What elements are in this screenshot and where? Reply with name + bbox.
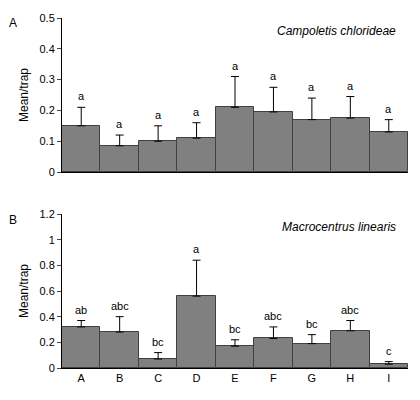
- svg-text:G: G: [308, 372, 317, 384]
- svg-text:C: C: [154, 372, 162, 384]
- svg-text:0.2: 0.2: [40, 104, 55, 116]
- svg-text:B: B: [116, 372, 123, 384]
- svg-text:1.2: 1.2: [40, 208, 55, 220]
- svg-text:a: a: [385, 103, 392, 115]
- svg-text:a: a: [193, 106, 200, 118]
- svg-text:0.1: 0.1: [40, 135, 55, 147]
- svg-text:F: F: [270, 372, 277, 384]
- svg-text:I: I: [387, 372, 390, 384]
- svg-text:bc: bc: [306, 318, 318, 330]
- svg-text:0.6: 0.6: [40, 285, 55, 297]
- svg-text:a: a: [116, 118, 123, 130]
- svg-text:a: a: [270, 70, 277, 82]
- svg-text:a: a: [78, 90, 85, 102]
- svg-text:abc: abc: [264, 310, 282, 322]
- svg-text:Mean/trap: Mean/trap: [17, 68, 31, 122]
- svg-text:H: H: [346, 372, 354, 384]
- svg-text:a: a: [193, 243, 200, 255]
- svg-text:D: D: [193, 372, 201, 384]
- svg-text:0: 0: [49, 166, 55, 178]
- svg-text:0.4: 0.4: [40, 43, 55, 55]
- svg-text:c: c: [386, 345, 392, 357]
- svg-text:Mean/trap: Mean/trap: [17, 264, 31, 318]
- svg-text:a: a: [155, 109, 162, 121]
- svg-text:abc: abc: [341, 304, 359, 316]
- svg-text:Campoletis chlorideae: Campoletis chlorideae: [277, 24, 396, 38]
- svg-text:0.8: 0.8: [40, 259, 55, 271]
- svg-text:ab: ab: [75, 304, 87, 316]
- svg-text:bc: bc: [152, 336, 164, 348]
- svg-text:a: a: [347, 80, 354, 92]
- svg-text:Macrocentrus linearis: Macrocentrus linearis: [282, 220, 396, 234]
- svg-text:0.4: 0.4: [40, 311, 55, 323]
- svg-text:bc: bc: [229, 323, 241, 335]
- svg-text:a: a: [308, 81, 315, 93]
- svg-text:E: E: [231, 372, 238, 384]
- svg-text:B: B: [9, 213, 17, 227]
- svg-text:0: 0: [49, 362, 55, 374]
- svg-text:1: 1: [49, 234, 55, 246]
- svg-text:A: A: [9, 16, 17, 30]
- svg-text:0.5: 0.5: [40, 12, 55, 24]
- svg-text:abc: abc: [111, 300, 129, 312]
- svg-text:A: A: [78, 372, 86, 384]
- svg-text:a: a: [232, 60, 239, 72]
- svg-text:0.2: 0.2: [40, 336, 55, 348]
- svg-text:0.3: 0.3: [40, 73, 55, 85]
